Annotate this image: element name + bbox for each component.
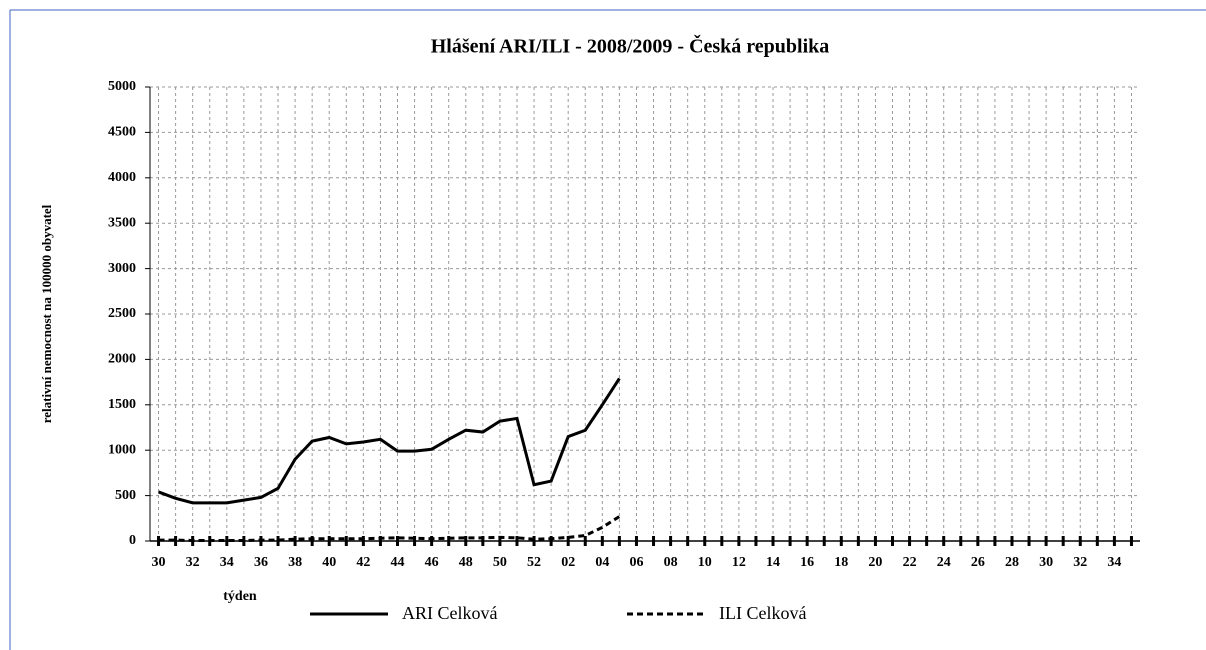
x-tick-label: 38 bbox=[288, 555, 302, 570]
x-tick-label: 50 bbox=[493, 555, 507, 570]
legend-label: ARI Celková bbox=[402, 603, 497, 623]
y-tick-label: 5000 bbox=[108, 79, 136, 94]
x-tick-label: 34 bbox=[1107, 555, 1121, 570]
x-axis-label: týden bbox=[223, 589, 257, 604]
y-tick-label: 1000 bbox=[108, 442, 136, 457]
y-tick-label: 1500 bbox=[108, 397, 136, 412]
y-tick-label: 2000 bbox=[108, 352, 136, 367]
x-tick-label: 14 bbox=[766, 555, 780, 570]
x-tick-label: 30 bbox=[1039, 555, 1053, 570]
y-tick-label: 3500 bbox=[108, 215, 136, 230]
x-tick-label: 32 bbox=[1073, 555, 1087, 570]
x-tick-label: 08 bbox=[664, 555, 678, 570]
x-tick-label: 24 bbox=[937, 555, 951, 570]
x-tick-label: 36 bbox=[254, 555, 268, 570]
x-tick-label: 30 bbox=[152, 555, 166, 570]
x-tick-label: 04 bbox=[595, 555, 609, 570]
y-tick-label: 4000 bbox=[108, 170, 136, 185]
x-tick-label: 10 bbox=[698, 555, 712, 570]
x-tick-label: 52 bbox=[527, 555, 541, 570]
x-tick-label: 46 bbox=[425, 555, 439, 570]
series-line bbox=[158, 377, 621, 505]
x-tick-label: 44 bbox=[391, 555, 405, 570]
x-tick-label: 12 bbox=[732, 555, 746, 570]
x-tick-label: 48 bbox=[459, 555, 473, 570]
legend-label: ILI Celková bbox=[719, 603, 806, 623]
x-tick-label: 40 bbox=[322, 555, 336, 570]
series-line bbox=[158, 515, 621, 543]
chart-title: Hlášení ARI/ILI - 2008/2009 - Česká repu… bbox=[431, 34, 830, 58]
x-tick-label: 32 bbox=[186, 555, 200, 570]
x-tick-label: 26 bbox=[971, 555, 985, 570]
x-tick-label: 20 bbox=[868, 555, 882, 570]
x-tick-label: 42 bbox=[356, 555, 370, 570]
y-axis-label: relativní nemocnost na 100000 obyvatel bbox=[39, 204, 54, 423]
y-tick-label: 500 bbox=[115, 488, 136, 503]
y-tick-label: 2500 bbox=[108, 306, 136, 321]
y-tick-label: 4500 bbox=[108, 125, 136, 140]
x-tick-label: 18 bbox=[834, 555, 848, 570]
x-tick-label: 16 bbox=[800, 555, 814, 570]
y-tick-label: 3000 bbox=[108, 261, 136, 276]
y-tick-label: 0 bbox=[129, 533, 136, 548]
x-tick-label: 02 bbox=[561, 555, 575, 570]
x-tick-label: 06 bbox=[629, 555, 643, 570]
x-tick-label: 34 bbox=[220, 555, 234, 570]
x-tick-label: 28 bbox=[1005, 555, 1019, 570]
x-tick-label: 22 bbox=[903, 555, 917, 570]
